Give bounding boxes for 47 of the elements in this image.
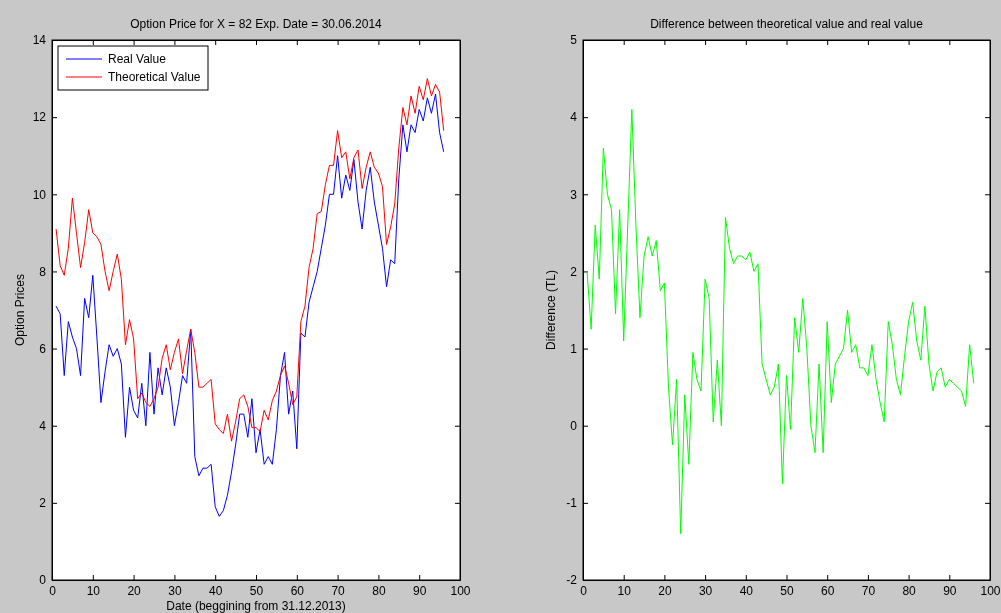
y-tick-label: 1 — [570, 341, 578, 356]
y-tick-label: 0 — [570, 419, 578, 434]
x-tick-label: 50 — [249, 583, 264, 598]
y-tick-label: 2 — [570, 264, 578, 279]
y-tick-label: 4 — [39, 419, 47, 434]
line-series — [586, 108, 975, 535]
x-tick-label: 20 — [127, 583, 142, 598]
y-axis-title: Option Prices — [13, 273, 27, 347]
x-tick-label: 50 — [780, 583, 794, 598]
legend-label: Theoretical Value — [108, 70, 201, 84]
x-tick-label: 80 — [902, 583, 917, 598]
line-series — [55, 93, 445, 517]
x-tick-label: 0 — [49, 583, 57, 598]
x-tick-label: 100 — [450, 583, 471, 598]
x-tick-label: 100 — [980, 583, 1001, 598]
y-tick-label: 10 — [32, 187, 47, 202]
x-tick-label: 60 — [290, 583, 305, 598]
y-tick-label: 6 — [39, 341, 47, 356]
x-tick-label: 10 — [617, 583, 632, 598]
x-tick-label: 40 — [739, 583, 754, 598]
chart-title: Option Price for X = 82 Exp. Date = 30.06.2014 — [130, 17, 383, 31]
y-tick-label: 5 — [570, 33, 578, 48]
y-tick-label: 2 — [39, 496, 47, 511]
x-tick-label: 30 — [698, 583, 713, 598]
y-tick-label: 0 — [39, 573, 47, 588]
x-axis-title: Date (beggining from 31.12.2013) — [166, 599, 346, 613]
x-tick-label: 60 — [821, 583, 835, 598]
x-tick-label: 90 — [413, 583, 427, 598]
y-tick-label: 14 — [32, 33, 47, 48]
y-axis-title: Difference (TL) — [544, 270, 558, 350]
x-tick-label: 30 — [168, 583, 182, 598]
chart-title: Difference between theoretical value and real value — [650, 17, 924, 31]
x-tick-label: 10 — [86, 583, 101, 598]
x-tick-label: 0 — [580, 583, 588, 598]
y-tick-label: 4 — [570, 110, 578, 125]
legend-label: Real Value — [108, 52, 167, 66]
x-tick-label: 70 — [861, 583, 876, 598]
x-tick-label: 90 — [943, 583, 957, 598]
x-tick-label: 20 — [658, 583, 672, 598]
x-tick-label: 40 — [209, 583, 223, 598]
x-tick-label: 80 — [372, 583, 386, 598]
x-tick-label: 70 — [331, 583, 346, 598]
y-tick-label: -1 — [566, 496, 578, 511]
y-tick-label: 3 — [570, 187, 578, 202]
y-tick-label: 12 — [32, 110, 47, 125]
y-tick-label: -2 — [566, 573, 578, 588]
y-tick-label: 8 — [39, 264, 47, 279]
